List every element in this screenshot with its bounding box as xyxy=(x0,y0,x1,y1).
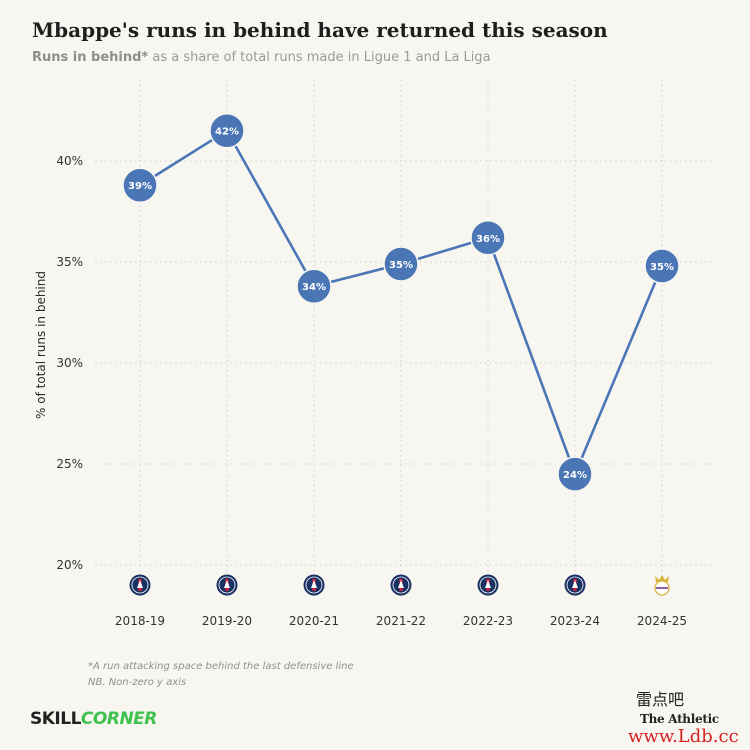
skillcorner-logo-skill: SKILL xyxy=(30,709,81,729)
psg-badge-tower xyxy=(398,580,404,588)
grid xyxy=(95,80,712,600)
psg-badge-inner-ring xyxy=(479,576,497,594)
data-label: 35% xyxy=(389,260,413,271)
psg-badge-icon xyxy=(477,574,499,596)
data-label: 39% xyxy=(128,181,152,192)
y-tick-label: 20% xyxy=(56,558,83,572)
x-tick-label: 2021-22 xyxy=(376,614,426,628)
x-tick-label: 2024-25 xyxy=(637,614,687,628)
subtitle-rest: as a share of total runs made in Ligue 1… xyxy=(148,50,491,65)
psg-badge-tower xyxy=(137,580,143,588)
psg-badge-inner-ring xyxy=(392,576,410,594)
psg-badge-inner-ring xyxy=(305,576,323,594)
data-label: 24% xyxy=(563,470,587,481)
x-tick-label: 2020-21 xyxy=(289,614,339,628)
data-point xyxy=(122,167,158,203)
skillcorner-logo-corner: CORNER xyxy=(80,709,157,729)
y-tick-label: 25% xyxy=(56,457,83,471)
psg-badge-tower xyxy=(311,580,317,588)
psg-badge-icon xyxy=(390,574,412,596)
data-point xyxy=(209,112,245,149)
x-tick-label: 2018-19 xyxy=(115,614,165,628)
chart-title: Mbappe's runs in behind have returned th… xyxy=(32,18,608,42)
data-label: 42% xyxy=(215,127,239,138)
y-tick-label: 30% xyxy=(56,356,83,370)
psg-badge-inner-ring xyxy=(218,576,236,594)
psg-badge-icon xyxy=(129,574,151,596)
data-point xyxy=(644,248,680,284)
psg-badge-tower xyxy=(224,580,230,588)
club-badges xyxy=(129,574,670,596)
data-point xyxy=(296,268,332,304)
psg-badge-inner-ring xyxy=(566,576,584,594)
chart-subtitle: Runs in behind* as a share of total runs… xyxy=(32,50,491,65)
data-point xyxy=(383,246,419,282)
data-label: 34% xyxy=(302,282,326,293)
psg-badge-icon xyxy=(216,574,238,596)
psg-badge-tower xyxy=(572,580,578,588)
x-tick-label: 2022-23 xyxy=(463,614,513,628)
the-athletic-logo: The Athletic xyxy=(640,712,719,726)
series-line xyxy=(139,129,664,476)
y-axis: 20% 25% 30% 35% 40% xyxy=(56,154,83,572)
psg-badge-inner-ring xyxy=(131,576,149,594)
data-point xyxy=(557,456,593,492)
y-tick-label: 40% xyxy=(56,154,83,168)
x-axis: 2018-19 2019-20 2020-21 2021-22 2022-23 2023-… xyxy=(115,614,687,628)
data-label: 35% xyxy=(650,262,674,273)
footnote-definition: *A run attacking space behind the last d… xyxy=(88,661,354,672)
y-tick-label: 35% xyxy=(56,255,83,269)
watermark-chinese: 雷点吧 xyxy=(636,690,685,709)
psg-badge-icon xyxy=(564,574,586,596)
y-axis-label: % of total runs in behind xyxy=(34,271,48,419)
real-madrid-badge-icon xyxy=(654,575,670,596)
data-points: 39% 42% 34% 35% 36% 24% 35% xyxy=(122,112,680,492)
data-point xyxy=(470,220,506,256)
psg-badge-tower xyxy=(485,580,491,588)
x-tick-label: 2023-24 xyxy=(550,614,600,628)
data-label: 36% xyxy=(476,234,500,245)
real-madrid-crown xyxy=(655,575,669,582)
watermark-url: www.Ldb.cc xyxy=(628,726,739,747)
x-tick-label: 2019-20 xyxy=(202,614,252,628)
skillcorner-logo: SKILLCORNER xyxy=(30,709,157,729)
psg-badge-icon xyxy=(303,574,325,596)
series-line-path xyxy=(139,129,664,476)
subtitle-bold: Runs in behind* xyxy=(32,50,149,65)
footnote-axis: NB. Non-zero y axis xyxy=(88,677,187,688)
